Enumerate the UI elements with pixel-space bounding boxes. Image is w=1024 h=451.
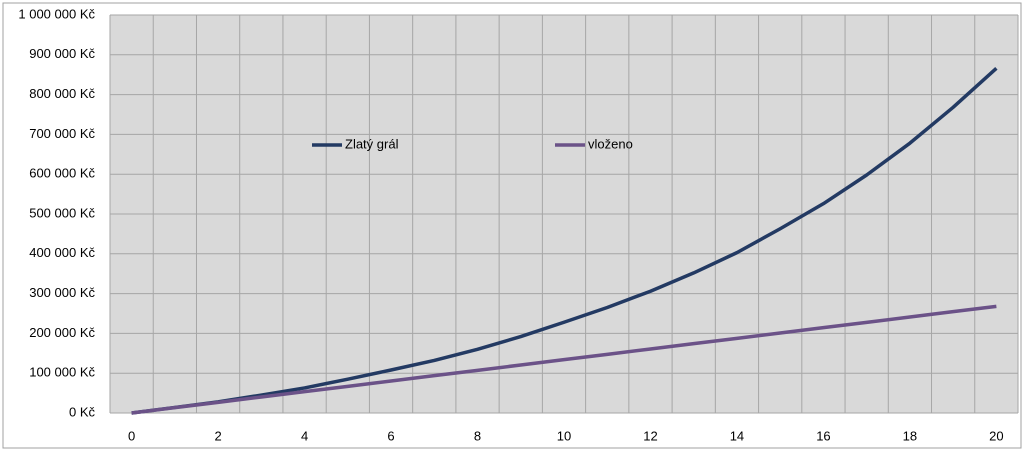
y-tick-label: 100 000 Kč xyxy=(29,365,95,380)
legend-item: vloženo xyxy=(555,136,633,151)
legend-label: Zlatý grál xyxy=(345,136,399,151)
y-tick-label: 0 Kč xyxy=(69,404,96,419)
x-tick-label: 2 xyxy=(214,428,221,443)
y-tick-label: 200 000 Kč xyxy=(29,325,95,340)
data-line xyxy=(131,67,998,415)
y-tick-label: 500 000 Kč xyxy=(29,205,95,220)
x-tick-label: 16 xyxy=(816,428,830,443)
x-tick-label: 18 xyxy=(903,428,917,443)
data-line xyxy=(131,304,997,415)
y-tick-label: 600 000 Kč xyxy=(29,166,95,181)
y-tick-label: 900 000 Kč xyxy=(29,46,95,61)
y-tick-label: 400 000 Kč xyxy=(29,245,95,260)
x-tick-label: 10 xyxy=(557,428,571,443)
x-tick-label: 14 xyxy=(730,428,744,443)
x-tick-label: 20 xyxy=(989,428,1003,443)
x-tick-label: 12 xyxy=(643,428,657,443)
legend-label: vloženo xyxy=(588,136,633,151)
x-tick-label: 6 xyxy=(387,428,394,443)
legend-item: Zlatý grál xyxy=(312,136,399,151)
y-tick-label: 800 000 Kč xyxy=(29,86,95,101)
x-tick-label: 8 xyxy=(474,428,481,443)
y-tick-label: 1 000 000 Kč xyxy=(18,6,95,21)
y-tick-label: 300 000 Kč xyxy=(29,285,95,300)
x-tick-label: 4 xyxy=(301,428,308,443)
x-tick-label: 0 xyxy=(128,428,135,443)
y-tick-label: 700 000 Kč xyxy=(29,126,95,141)
